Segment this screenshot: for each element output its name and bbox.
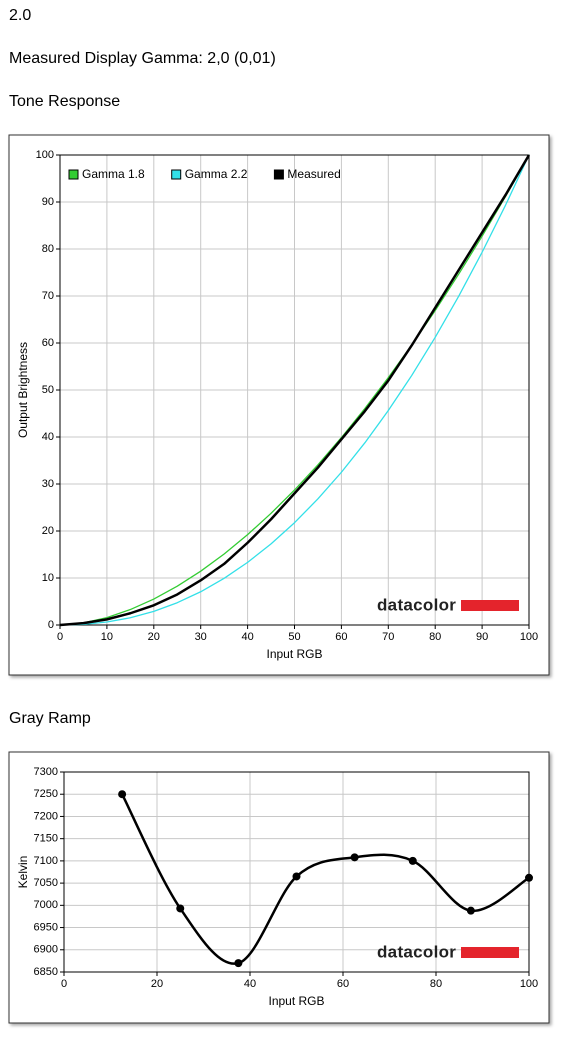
watermark-bar: [461, 947, 519, 958]
header-value: 2.0: [9, 7, 31, 24]
x-tick-label: 50: [288, 631, 300, 643]
x-tick-label: 90: [476, 631, 488, 643]
y-tick-label: 6950: [34, 921, 58, 933]
x-tick-label: 0: [61, 978, 67, 990]
watermark: datacolor: [377, 595, 456, 614]
y-tick-label: 20: [42, 525, 54, 537]
plot-border: [63, 771, 530, 973]
legend-swatch: [273, 169, 284, 180]
y-tick-label: 7250: [34, 788, 58, 800]
data-point: [525, 873, 533, 882]
chart-frame: [8, 134, 550, 676]
y-tick-label: 7150: [34, 833, 58, 845]
legend-swatch: [171, 169, 182, 180]
legend-swatch: [68, 169, 79, 180]
watermark-bar: [461, 600, 519, 611]
x-tick-label: 80: [430, 978, 442, 990]
data-point: [408, 856, 417, 865]
x-axis-label: Input RGB: [268, 994, 324, 1008]
data-point: [466, 906, 475, 915]
y-tick-label: 10: [42, 572, 54, 584]
data-point: [118, 790, 127, 799]
x-tick-label: 0: [57, 631, 63, 643]
y-tick-label: 40: [42, 431, 54, 443]
y-tick-label: 50: [42, 384, 54, 396]
y-tick-label: 70: [42, 290, 54, 302]
y-tick-label: 7300: [34, 766, 58, 778]
legend-label: Gamma 2.2: [185, 167, 248, 181]
x-tick-label: 30: [195, 631, 207, 643]
series-line: [59, 154, 530, 626]
y-tick-label: 7050: [34, 877, 58, 889]
y-tick-label: 6850: [34, 966, 58, 978]
chart-title: Tone Response: [9, 93, 120, 110]
y-tick-label: 6900: [34, 944, 58, 956]
x-axis-label: Input RGB: [266, 647, 322, 661]
legend-label: Measured: [287, 167, 340, 181]
x-tick-label: 40: [241, 631, 253, 643]
x-tick-label: 100: [520, 978, 538, 990]
y-tick-label: 90: [42, 196, 54, 208]
x-tick-label: 70: [382, 631, 394, 643]
data-point: [292, 872, 301, 881]
series-line: [59, 154, 531, 627]
y-tick-label: 60: [42, 337, 54, 349]
chart-frame: [8, 751, 550, 1024]
x-tick-label: 60: [335, 631, 347, 643]
x-tick-label: 10: [101, 631, 113, 643]
y-axis-label: Output Brightness: [16, 342, 30, 438]
y-tick-label: 7000: [34, 899, 58, 911]
x-tick-label: 20: [151, 978, 163, 990]
x-tick-label: 20: [148, 631, 160, 643]
watermark: datacolor: [377, 942, 456, 961]
x-tick-label: 80: [429, 631, 441, 643]
y-tick-label: 80: [42, 243, 54, 255]
y-tick-label: 100: [36, 149, 54, 161]
y-tick-label: 0: [48, 619, 54, 631]
y-tick-label: 30: [42, 478, 54, 490]
plot-border: [59, 154, 530, 626]
data-point: [350, 853, 359, 862]
x-tick-label: 40: [244, 978, 256, 990]
y-tick-label: 7100: [34, 855, 58, 867]
x-tick-label: 100: [520, 631, 538, 643]
y-tick-label: 7200: [34, 810, 58, 822]
y-axis-label: Kelvin: [16, 856, 30, 889]
data-point: [176, 904, 185, 913]
chart-title: Gray Ramp: [9, 710, 91, 727]
data-point: [234, 959, 243, 968]
header-text: Measured Display Gamma: 2,0 (0,01): [9, 50, 276, 67]
series-line: [59, 154, 530, 626]
x-tick-label: 60: [337, 978, 349, 990]
legend-label: Gamma 1.8: [82, 167, 145, 181]
